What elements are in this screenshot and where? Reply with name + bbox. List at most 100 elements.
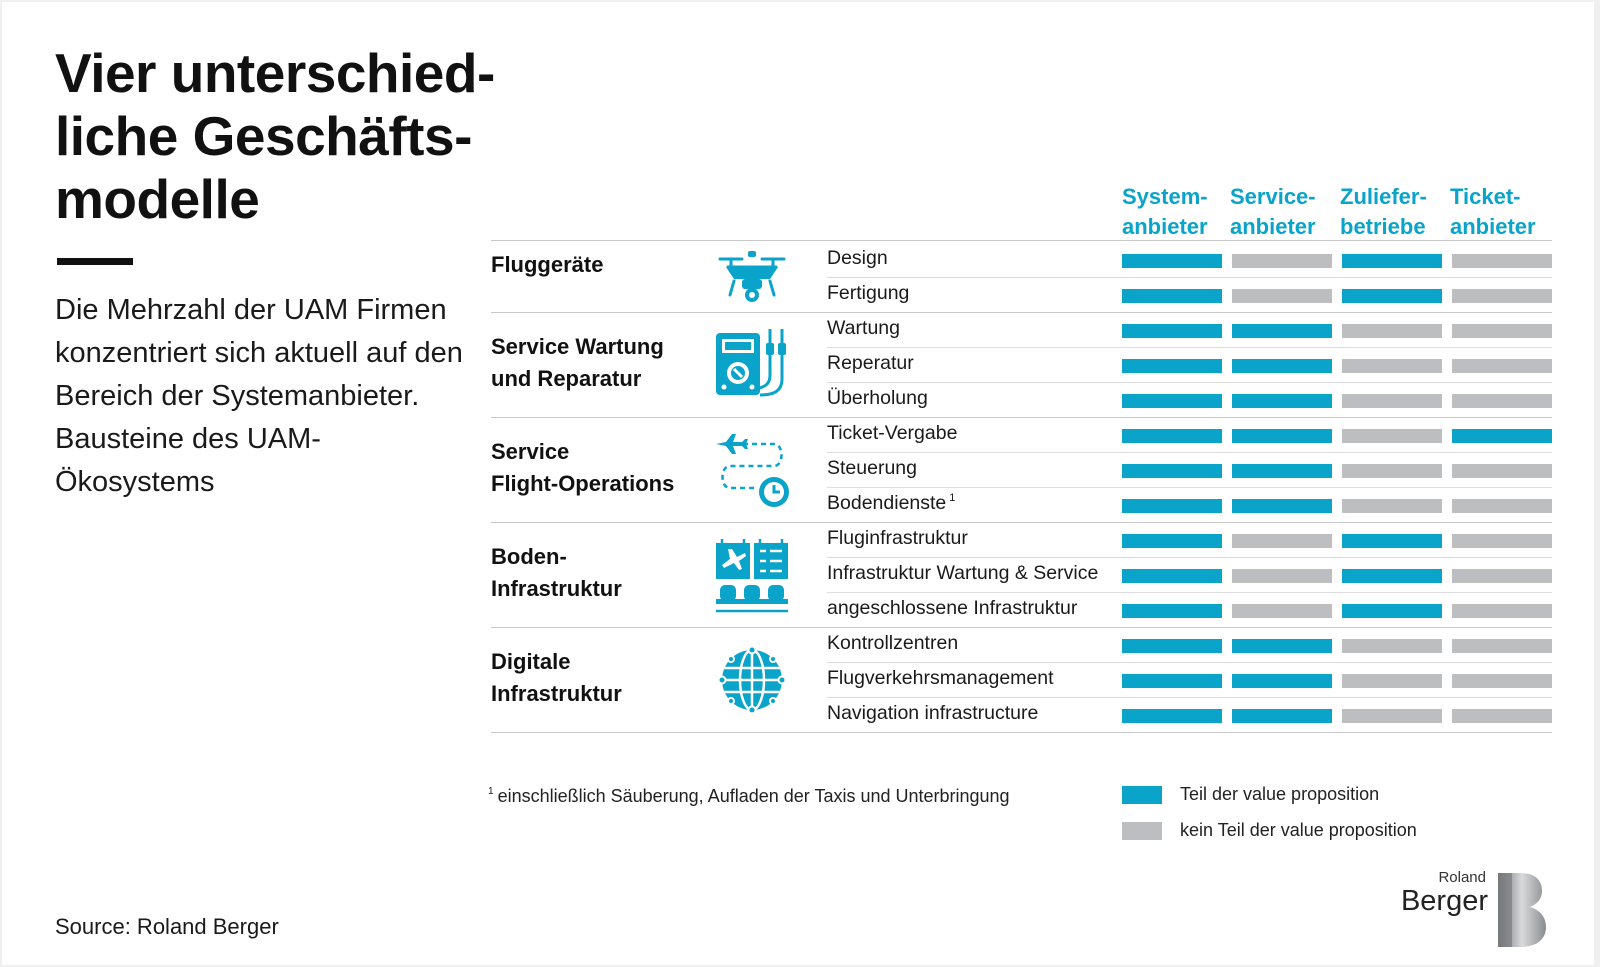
category-label: Service Wartung und Reparatur: [491, 333, 664, 391]
column-header: Zuliefer- betriebe: [1340, 184, 1427, 239]
bar-kein: [1342, 709, 1442, 723]
bar-kein: [1452, 464, 1552, 478]
airport-terminal-icon: [712, 535, 792, 615]
footnote-mark: 1: [488, 786, 494, 797]
bar-kein: [1232, 289, 1332, 303]
row-label: Wartung: [827, 317, 900, 339]
bar-kein: [1452, 324, 1552, 338]
bar-teil: [1122, 429, 1222, 443]
row-label: Infrastruktur Wartung & Service: [827, 562, 1099, 584]
column-header: Ticket- anbieter: [1450, 184, 1536, 239]
bar-kein: [1232, 254, 1332, 268]
row-label: Ticket-Vergabe: [827, 422, 958, 444]
bar-kein: [1452, 604, 1552, 618]
bar-teil: [1122, 604, 1222, 618]
bar-teil: [1122, 569, 1222, 583]
row-label: Design: [827, 247, 888, 269]
row-label: Flugverkehrsmanagement: [827, 667, 1054, 689]
bar-teil: [1232, 394, 1332, 408]
bar-kein: [1342, 464, 1442, 478]
bar-teil: [1232, 464, 1332, 478]
row-divider: [827, 277, 1552, 278]
bar-teil: [1232, 499, 1332, 513]
row-label: Überholung: [827, 387, 928, 409]
roland-berger-logo: Roland Berger: [1400, 869, 1550, 949]
bar-teil: [1122, 394, 1222, 408]
footnote-marker: 1: [949, 492, 956, 504]
row-label: Bodendienste 1: [827, 492, 956, 514]
bar-teil: [1122, 324, 1222, 338]
row-divider: [827, 662, 1552, 663]
multimeter-icon: [712, 325, 792, 405]
bar-kein: [1342, 324, 1442, 338]
bar-kein: [1452, 639, 1552, 653]
bar-kein: [1342, 359, 1442, 373]
bar-teil: [1232, 324, 1332, 338]
bar-teil: [1122, 674, 1222, 688]
bar-kein: [1342, 639, 1442, 653]
footnote: 1 einschließlich Säuberung, Aufladen der …: [488, 786, 1010, 807]
page-title: Vier unterschied- liche Geschäfts- model…: [55, 42, 495, 230]
bar-teil: [1342, 534, 1442, 548]
category-label: Service Flight-Operations: [491, 438, 675, 496]
category-divider: [491, 627, 1552, 628]
bar-kein: [1452, 709, 1552, 723]
table-top-line: [491, 240, 1552, 241]
row-divider: [827, 557, 1552, 558]
bar-kein: [1452, 499, 1552, 513]
category-divider: [491, 312, 1552, 313]
row-label: Navigation infrastructure: [827, 702, 1039, 724]
row-label: Reperatur: [827, 352, 914, 374]
row-label: Fertigung: [827, 282, 910, 304]
bar-teil: [1122, 254, 1222, 268]
bar-teil: [1232, 359, 1332, 373]
title-rule: [57, 258, 133, 265]
category-divider: [491, 417, 1552, 418]
bar-kein: [1452, 254, 1552, 268]
row-label: Kontrollzentren: [827, 632, 959, 654]
bar-teil: [1342, 289, 1442, 303]
bar-kein: [1342, 499, 1442, 513]
legend-label-teil: Teil der value proposition: [1180, 784, 1380, 804]
row-divider: [827, 347, 1552, 348]
row-label: Steuerung: [827, 457, 917, 479]
bar-teil: [1122, 289, 1222, 303]
bar-kein: [1452, 359, 1552, 373]
bar-teil: [1452, 429, 1552, 443]
drone-icon: [712, 237, 792, 317]
category-label: Boden- Infrastruktur: [491, 543, 622, 601]
bar-teil: [1122, 464, 1222, 478]
bar-teil: [1342, 604, 1442, 618]
row-label: angeschlossene Infrastruktur: [827, 597, 1078, 619]
bar-kein: [1232, 569, 1332, 583]
bar-kein: [1342, 674, 1442, 688]
bar-kein: [1232, 534, 1332, 548]
bar-kein: [1342, 394, 1442, 408]
bar-kein: [1342, 429, 1442, 443]
logo-b-mark: [1498, 873, 1546, 947]
flight-route-clock-icon: [712, 430, 792, 510]
bar-kein: [1452, 394, 1552, 408]
column-header: Service- anbieter: [1230, 184, 1316, 239]
bar-teil: [1122, 709, 1222, 723]
row-label: Fluginfrastruktur: [827, 527, 968, 549]
subtitle: Die Mehrzahl der UAM Firmen konzentriert…: [55, 294, 463, 498]
row-divider: [827, 382, 1552, 383]
bar-kein: [1452, 569, 1552, 583]
bar-teil: [1342, 254, 1442, 268]
bar-teil: [1122, 534, 1222, 548]
bar-teil: [1342, 569, 1442, 583]
bar-teil: [1122, 639, 1222, 653]
bar-kein: [1452, 534, 1552, 548]
row-divider: [827, 592, 1552, 593]
legend-label-kein: kein Teil der value proposition: [1180, 820, 1417, 840]
row-divider: [827, 697, 1552, 698]
footnote-text: einschließlich Säuberung, Aufladen der T…: [497, 786, 1010, 806]
row-divider: [827, 487, 1552, 488]
bar-teil: [1122, 359, 1222, 373]
category-label: Digitale Infrastruktur: [491, 648, 622, 706]
logo-text-big: Berger: [1400, 885, 1488, 917]
bar-kein: [1452, 289, 1552, 303]
bar-teil: [1232, 674, 1332, 688]
